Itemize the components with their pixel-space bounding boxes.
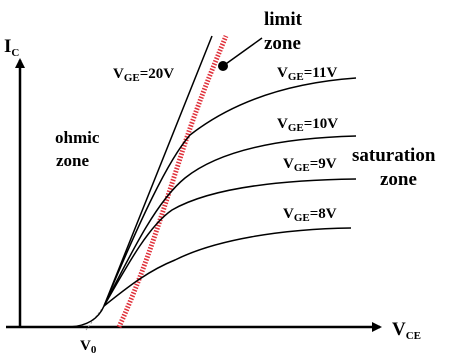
v0-extension-line [85, 305, 105, 331]
saturation-zone-label-line2: zone [380, 169, 417, 190]
curve-label-vge-20v: VGE=20V [113, 66, 174, 84]
curve-label-vge-11v: VGE=11V [277, 65, 337, 83]
curve-vge-8v [103, 227, 352, 307]
limit-zone-label-line2: zone [264, 33, 301, 54]
y-axis-label: IC [4, 36, 19, 59]
curve-vge-10v [103, 135, 357, 307]
curve-label-vge-10v: VGE=10V [277, 116, 338, 134]
v0-label: V0 [80, 338, 97, 356]
x-axis-label: VCE [392, 319, 421, 342]
curve-baseline-knee [69, 305, 105, 328]
curve-label-vge-8v: VGE=8V [283, 206, 337, 224]
curve-vge-20v [103, 35, 213, 307]
ohmic-zone-label-line1: ohmic [55, 128, 100, 147]
ohmic-zone-label-line2: zone [56, 151, 90, 170]
saturation-zone-label-line1: saturation [352, 145, 436, 166]
curve-vge-9v [103, 178, 357, 307]
limit-zone-label-line1: limit [264, 9, 303, 30]
curve-label-vge-9v: VGE=9V [283, 156, 337, 174]
curve-vge-11v [103, 77, 357, 307]
limit-callout-line [222, 37, 263, 67]
limit-callout-dot [218, 61, 228, 71]
curves [69, 35, 357, 328]
